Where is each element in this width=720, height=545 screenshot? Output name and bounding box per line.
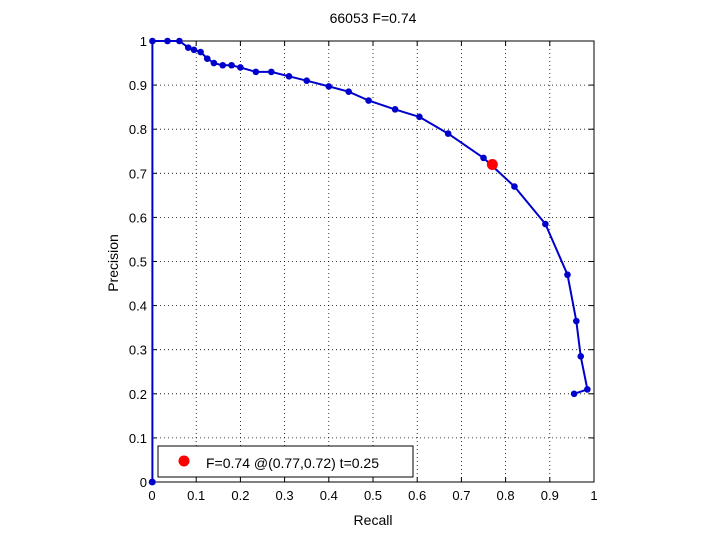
data-point xyxy=(285,72,293,80)
data-point xyxy=(190,46,198,54)
data-point xyxy=(480,154,487,162)
data-point xyxy=(391,106,399,113)
x-tick-label: 0.4 xyxy=(320,488,338,503)
y-tick-label: 0.3 xyxy=(129,343,147,358)
data-point xyxy=(252,68,260,76)
y-tick-label: 0.9 xyxy=(129,78,147,93)
data-point xyxy=(164,37,171,45)
y-tick-label: 1 xyxy=(140,34,147,49)
data-point xyxy=(584,386,591,393)
x-tick-label: 0.8 xyxy=(497,488,515,503)
data-point xyxy=(573,317,580,325)
legend: F=0.74 @(0.77,0.72) t=0.25 xyxy=(157,445,414,478)
x-tick-label: 0.5 xyxy=(364,488,382,503)
data-point xyxy=(365,97,372,104)
series-layer xyxy=(148,37,591,486)
data-point xyxy=(564,271,571,279)
data-point xyxy=(577,353,585,360)
y-tick-label: 0.5 xyxy=(129,255,147,270)
x-tick-label: 0.7 xyxy=(452,488,470,503)
y-axis-label: Precision xyxy=(105,234,121,292)
y-tick-label: 0 xyxy=(140,475,147,490)
data-point xyxy=(345,88,352,96)
data-point xyxy=(219,61,227,69)
data-point xyxy=(197,48,204,56)
best-f-point xyxy=(486,158,498,170)
data-point xyxy=(268,68,275,76)
data-point xyxy=(542,220,549,228)
y-tick-label: 0.1 xyxy=(129,431,147,446)
data-point xyxy=(210,59,218,67)
chart-title: 66053 F=0.74 xyxy=(330,10,417,26)
grid xyxy=(152,41,594,482)
data-point xyxy=(303,77,311,84)
data-point xyxy=(570,390,578,398)
axis-ticks: 0 0.1 0.2 0.3 0.4 0.5 0.6 0.7 0.8 0.9 1 0 0.1 0.2 0.3 0… xyxy=(129,34,598,503)
x-axis-label: Recall xyxy=(354,512,393,528)
x-tick-label: 0.1 xyxy=(187,488,205,503)
y-tick-label: 0.6 xyxy=(129,210,147,225)
data-point xyxy=(237,64,244,71)
highlight-layer xyxy=(486,158,498,170)
x-tick-label: 0.2 xyxy=(231,488,249,503)
legend-box xyxy=(157,445,414,478)
x-tick-label: 0.9 xyxy=(541,488,559,503)
legend-marker xyxy=(178,455,190,467)
data-point xyxy=(184,44,192,51)
data-point xyxy=(444,130,452,137)
data-point xyxy=(176,37,183,45)
y-tick-label: 0.8 xyxy=(129,122,147,137)
data-point xyxy=(149,478,156,486)
data-point xyxy=(149,37,156,45)
data-point xyxy=(325,83,333,90)
data-point xyxy=(228,61,235,69)
data-point xyxy=(416,113,423,121)
legend-label: F=0.74 @(0.77,0.72) t=0.25 xyxy=(206,455,379,471)
data-point xyxy=(203,55,211,62)
data-point xyxy=(511,183,518,190)
x-tick-label: 1 xyxy=(590,488,597,503)
x-tick-label: 0.3 xyxy=(276,488,294,503)
x-tick-label: 0.6 xyxy=(408,488,426,503)
y-tick-label: 0.2 xyxy=(129,387,147,402)
y-tick-label: 0.4 xyxy=(129,299,147,314)
y-tick-label: 0.7 xyxy=(129,166,147,181)
x-tick-label: 0 xyxy=(148,488,155,503)
